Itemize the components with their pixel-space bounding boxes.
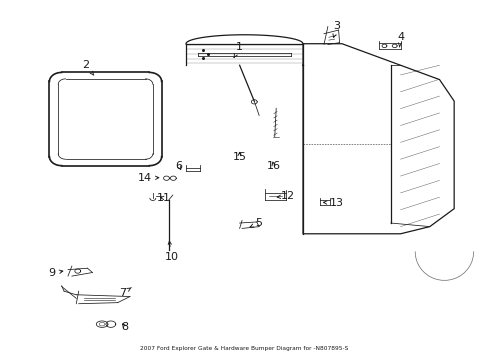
Text: 6: 6 (175, 161, 182, 171)
Text: 8: 8 (121, 322, 128, 332)
Text: 2007 Ford Explorer Gate & Hardware Bumper Diagram for -N807895-S: 2007 Ford Explorer Gate & Hardware Bumpe… (140, 346, 348, 351)
Text: 9: 9 (48, 268, 62, 278)
Text: 11: 11 (157, 193, 171, 203)
Text: 14: 14 (137, 173, 159, 183)
Text: 15: 15 (232, 152, 246, 162)
Text: 7: 7 (119, 288, 131, 298)
Text: 3: 3 (332, 21, 340, 37)
Text: 4: 4 (396, 32, 403, 47)
Text: 1: 1 (234, 42, 243, 58)
Text: 16: 16 (266, 161, 280, 171)
Text: 2: 2 (82, 60, 94, 75)
Text: 5: 5 (249, 218, 262, 228)
Text: 10: 10 (164, 241, 178, 262)
Text: 12: 12 (277, 191, 295, 201)
Text: 13: 13 (323, 198, 344, 208)
